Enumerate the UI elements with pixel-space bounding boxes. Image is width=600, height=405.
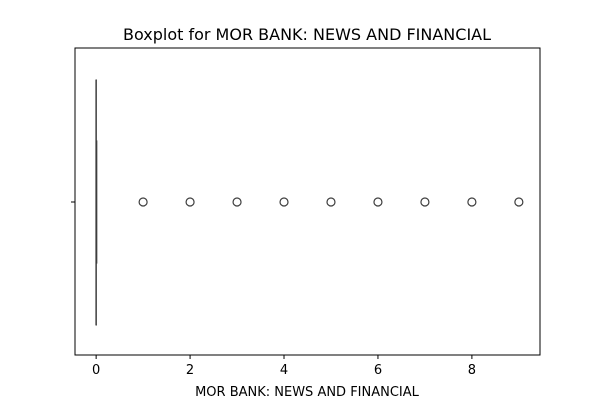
x-tick-label: 8 — [468, 363, 476, 378]
outlier-point — [326, 197, 336, 207]
x-tick-label: 4 — [280, 363, 288, 378]
outlier-point — [514, 197, 524, 207]
plot-frame — [74, 47, 541, 356]
outlier-point — [279, 197, 289, 207]
outlier-point — [232, 197, 242, 207]
outlier-point — [420, 197, 430, 207]
x-tick-label: 0 — [92, 363, 100, 378]
outlier-point — [467, 197, 477, 207]
outlier-point — [373, 197, 383, 207]
outlier-point — [185, 197, 195, 207]
x-tick-label: 6 — [374, 363, 382, 378]
x-tick-label: 2 — [186, 363, 194, 378]
plot-area: 0 2 4 6 8 — [71, 47, 541, 378]
outlier-point — [138, 197, 148, 207]
x-axis-label: MOR BANK: NEWS AND FINANCIAL — [195, 385, 420, 400]
chart-title: Boxplot for MOR BANK: NEWS AND FINANCIAL — [123, 25, 491, 44]
